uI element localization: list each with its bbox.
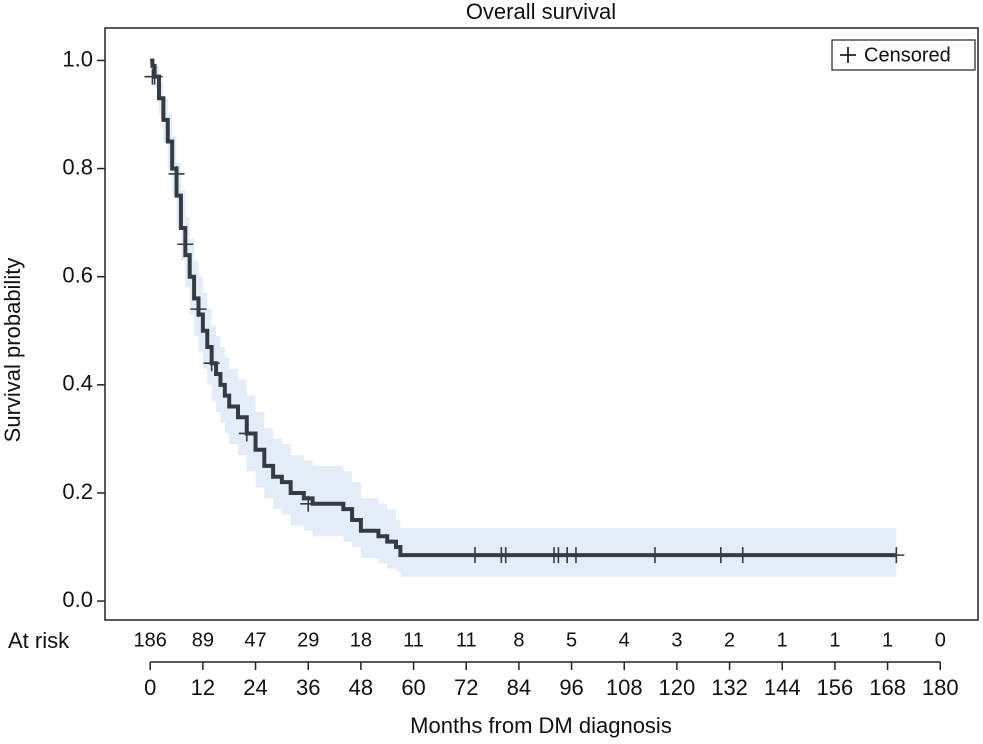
x-tick-label: 12	[191, 675, 215, 700]
y-tick-label: 0.0	[62, 587, 93, 612]
censor-mark	[300, 495, 317, 512]
at-risk-count: 1	[777, 629, 788, 651]
x-tick-label: 48	[349, 675, 373, 700]
x-tick-label: 84	[507, 675, 531, 700]
at-risk-count: 186	[134, 629, 167, 651]
censor-mark	[467, 547, 484, 564]
at-risk-count: 1	[829, 629, 840, 651]
censor-mark	[734, 547, 751, 564]
at-risk-count: 47	[244, 629, 266, 651]
censor-mark	[203, 355, 220, 372]
x-tick-label: 36	[296, 675, 320, 700]
y-tick-label: 0.6	[62, 263, 93, 288]
x-tick-label: 180	[922, 675, 959, 700]
at-risk-count: 18	[350, 629, 372, 651]
confidence-band	[150, 60, 897, 577]
at-risk-count: 2	[724, 629, 735, 651]
y-tick-label: 0.8	[62, 154, 93, 179]
y-tick-label: 1.0	[62, 46, 93, 71]
at-risk-count: 11	[403, 629, 424, 651]
chart-title: Overall survival	[466, 0, 616, 24]
censor-mark	[567, 547, 584, 564]
censor-mark	[238, 425, 255, 442]
at-risk-count: 4	[619, 629, 630, 651]
legend-symbol	[840, 47, 856, 63]
x-tick-label: 24	[243, 675, 267, 700]
y-tick-label: 0.2	[62, 479, 93, 504]
at-risk-count: 89	[192, 629, 214, 651]
x-axis-label: Months from DM diagnosis	[410, 713, 672, 738]
at-risk-count: 5	[566, 629, 577, 651]
censor-mark	[168, 165, 185, 182]
x-tick-label: 156	[817, 675, 854, 700]
y-tick-label: 0.4	[62, 371, 93, 396]
censor-mark	[888, 547, 905, 564]
x-tick-label: 168	[869, 675, 906, 700]
censor-mark	[146, 68, 163, 85]
y-axis-label: Survival probability	[0, 258, 25, 443]
legend-label: Censored	[864, 44, 951, 66]
x-tick-label: 144	[764, 675, 801, 700]
at-risk-count: 29	[297, 629, 319, 651]
censor-mark	[646, 547, 663, 564]
x-tick-label: 108	[606, 675, 643, 700]
x-tick-label: 132	[711, 675, 748, 700]
x-tick-label: 60	[401, 675, 425, 700]
at-risk-label: At risk	[8, 628, 70, 653]
censor-mark	[712, 547, 729, 564]
x-tick-label: 96	[559, 675, 583, 700]
x-tick-label: 72	[454, 675, 478, 700]
censor-mark	[497, 547, 514, 564]
at-risk-count: 3	[671, 629, 682, 651]
plot-frame	[104, 27, 979, 621]
censor-mark	[177, 236, 194, 253]
at-risk-count: 1	[882, 629, 893, 651]
censor-mark	[190, 301, 207, 318]
x-tick-label: 0	[144, 675, 156, 700]
at-risk-count: 11	[456, 629, 477, 651]
x-tick-label: 120	[659, 675, 696, 700]
at-risk-count: 8	[513, 629, 524, 651]
survival-curve	[150, 58, 897, 558]
at-risk-count: 0	[935, 629, 946, 651]
